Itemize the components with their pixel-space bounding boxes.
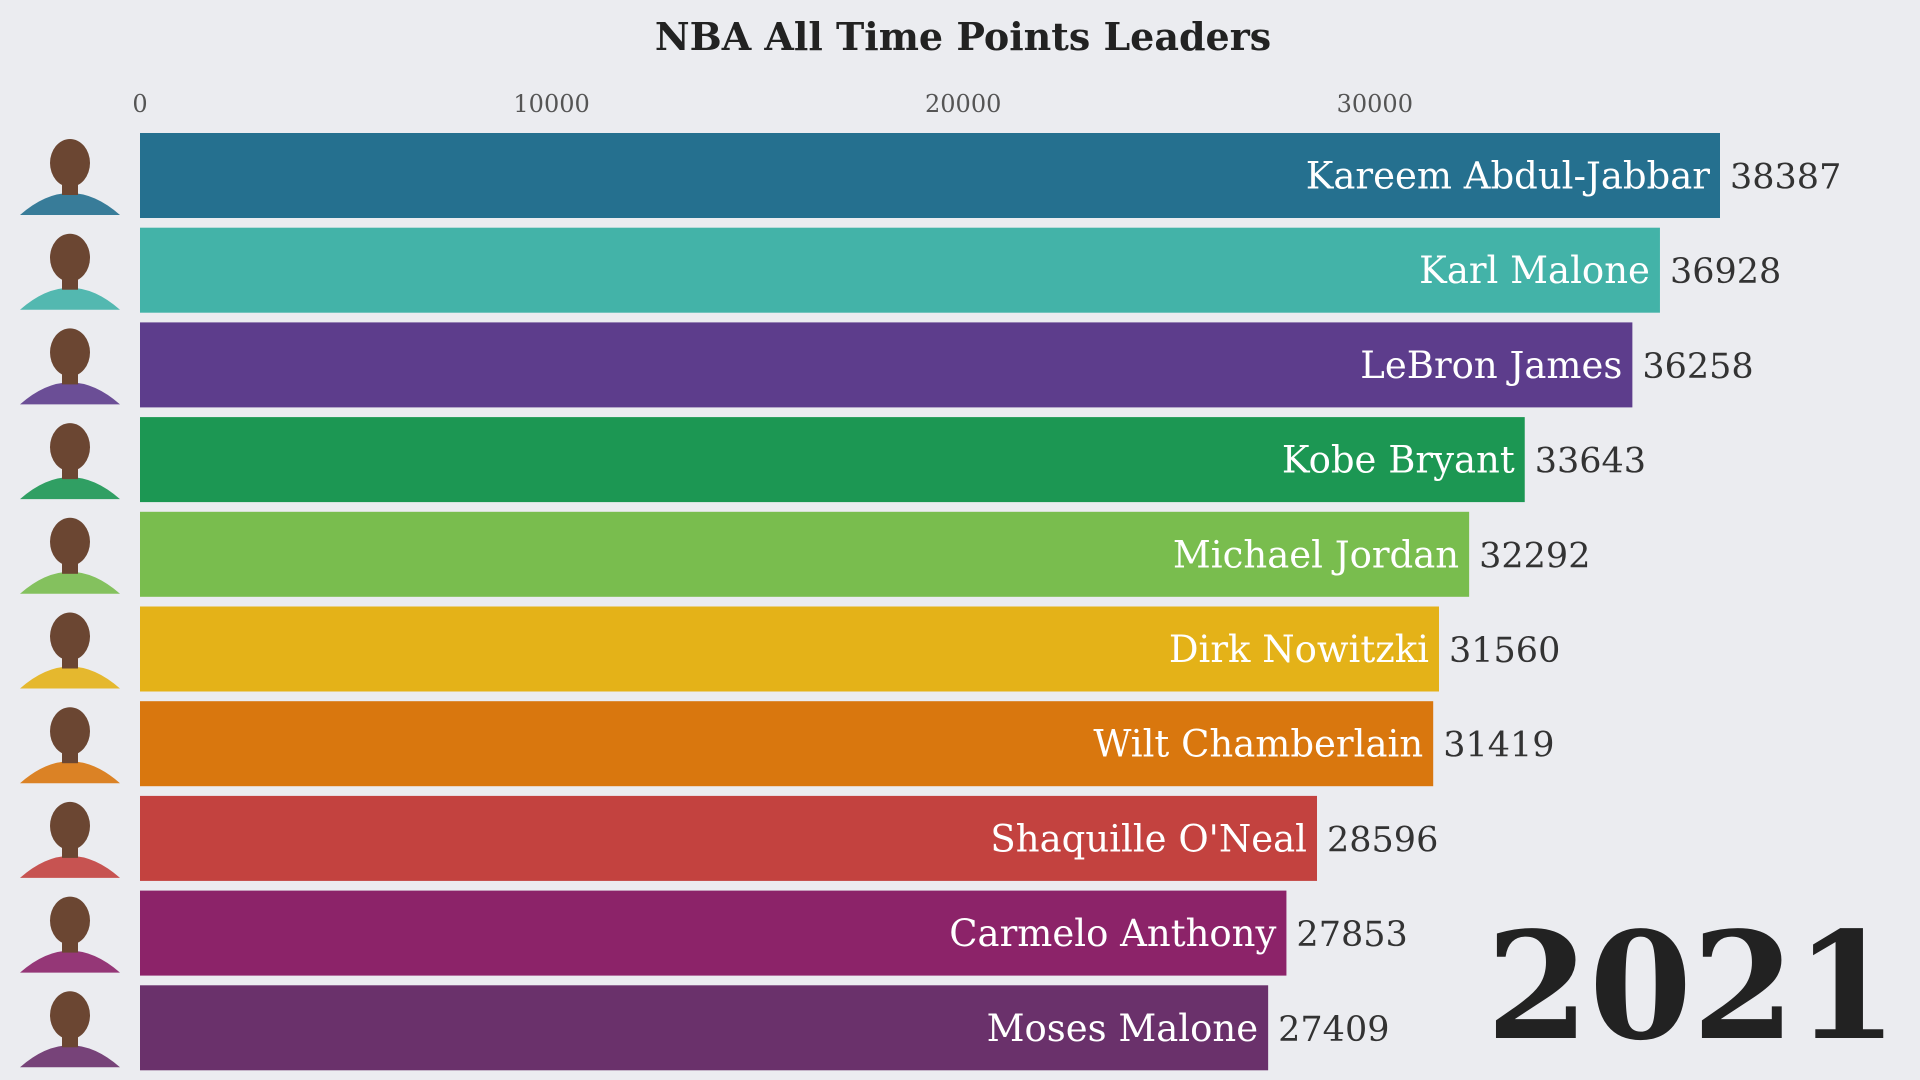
- avatar-neck: [62, 751, 78, 764]
- player-photo-icon: [20, 423, 120, 500]
- bar-name-label: Wilt Chamberlain: [1093, 723, 1423, 766]
- bar-name-label: Michael Jordan: [1173, 533, 1459, 576]
- avatar-head: [50, 423, 90, 472]
- x-axis-ticks: 0 10000 20000 30000: [132, 90, 1413, 118]
- x-tick-label: 20000: [925, 90, 1001, 118]
- bar: [140, 985, 1269, 1071]
- bar-name-label: Shaquille O'Neal: [990, 817, 1307, 860]
- avatar-neck: [62, 1035, 78, 1048]
- avatar-head: [50, 328, 90, 377]
- avatar-jersey: [20, 761, 120, 784]
- avatar-jersey: [20, 477, 120, 500]
- avatar-neck: [62, 183, 78, 195]
- bar-value-label: 31560: [1449, 631, 1560, 671]
- avatar-head: [50, 896, 90, 945]
- avatar-jersey: [20, 666, 120, 689]
- avatar-neck: [62, 940, 78, 953]
- bar-value-label: 36258: [1642, 347, 1753, 387]
- avatar-head: [50, 233, 90, 282]
- player-photo-icon: [20, 991, 120, 1068]
- bar-value-label: 27853: [1296, 915, 1407, 955]
- bar-labels: Kareem Abdul-Jabbar 38387 Karl Malone 36928…: [949, 155, 1841, 1050]
- bar: [140, 322, 1633, 408]
- x-tick-label: 10000: [513, 90, 589, 118]
- bar-value-label: 31419: [1443, 726, 1554, 766]
- bar: [140, 227, 1660, 313]
- avatar-head: [50, 517, 90, 566]
- bar-value-label: 38387: [1730, 158, 1841, 198]
- avatar-jersey: [20, 382, 120, 405]
- year-label: 2021: [1486, 899, 1898, 1073]
- avatar-head: [50, 139, 90, 187]
- bar-value-label: 28596: [1327, 820, 1438, 860]
- bar-name-label: LeBron James: [1360, 344, 1622, 387]
- player-photo-icon: [20, 233, 120, 310]
- bar-name-label: Dirk Nowitzki: [1169, 628, 1429, 671]
- player-photo-icon: [20, 328, 120, 405]
- bar: [140, 417, 1525, 503]
- avatar-neck: [62, 372, 78, 385]
- avatar-neck: [62, 845, 78, 858]
- bar-value-label: 27409: [1278, 1010, 1389, 1050]
- x-tick-label: 0: [132, 90, 147, 118]
- avatar-jersey: [20, 571, 120, 594]
- bar-name-label: Kobe Bryant: [1282, 439, 1515, 482]
- player-photo-icon: [20, 707, 120, 784]
- avatar-head: [50, 612, 90, 661]
- avatar-jersey: [20, 1045, 120, 1068]
- chart-title: NBA All Time Points Leaders: [654, 14, 1272, 59]
- player-photo-icon: [20, 896, 120, 973]
- avatar-neck: [62, 656, 78, 669]
- bar-name-label: Kareem Abdul-Jabbar: [1306, 155, 1711, 198]
- avatar-head: [50, 991, 90, 1040]
- bar: [140, 511, 1470, 597]
- bars: [140, 133, 1720, 1071]
- player-photo-icon: [20, 801, 120, 878]
- bar-value-label: 33643: [1535, 442, 1646, 482]
- bar: [140, 795, 1318, 881]
- avatar-jersey: [20, 950, 120, 973]
- player-photo-icon: [20, 139, 120, 215]
- avatar-jersey: [20, 193, 120, 215]
- x-tick-label: 30000: [1337, 90, 1413, 118]
- bar: [140, 133, 1720, 218]
- bar-name-label: Moses Malone: [987, 1007, 1259, 1050]
- avatar-head: [50, 801, 90, 850]
- avatar-neck: [62, 277, 78, 290]
- avatar-head: [50, 707, 90, 756]
- bar: [140, 701, 1434, 787]
- player-photo-icon: [20, 517, 120, 594]
- player-photo-icon: [20, 612, 120, 689]
- avatar-jersey: [20, 855, 120, 878]
- avatar-neck: [62, 467, 78, 480]
- player-avatars: [20, 139, 120, 1068]
- bar-name-label: Carmelo Anthony: [949, 912, 1276, 955]
- bar-value-label: 36928: [1670, 252, 1781, 292]
- bar-value-label: 32292: [1479, 536, 1590, 576]
- bar-name-label: Karl Malone: [1419, 249, 1650, 292]
- avatar-neck: [62, 561, 78, 574]
- bar: [140, 890, 1287, 976]
- avatar-jersey: [20, 287, 120, 310]
- bar: [140, 606, 1440, 692]
